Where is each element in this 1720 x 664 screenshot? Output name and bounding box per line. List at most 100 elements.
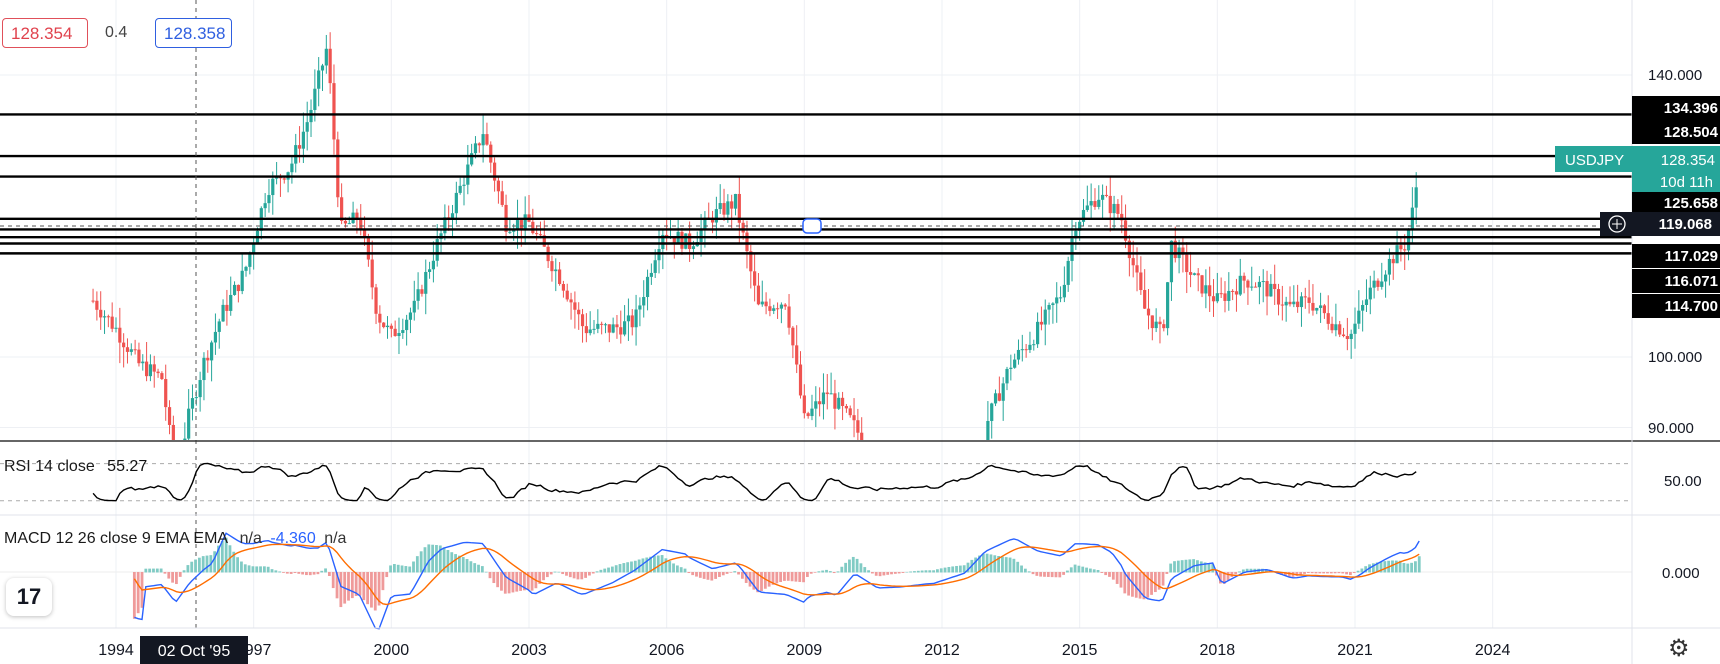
macd-histogram-bar [614,565,618,573]
candle-body [1345,336,1349,340]
candle-body [435,239,439,261]
candle-body [588,329,592,334]
macd-histogram-bar [1169,563,1173,573]
candle-body [1055,297,1059,304]
candle-body [1238,275,1242,295]
macd-histogram-bar [1226,572,1230,581]
candle-body [840,397,845,407]
ask-price-box[interactable]: 128.358 [155,18,232,48]
candle-body [542,235,546,247]
candle-body [359,219,363,229]
candle-body [95,300,99,310]
candle-body [1062,284,1066,298]
macd-histogram-bar [385,572,389,578]
macd-histogram-bar [1188,559,1192,573]
macd-histogram-bar [974,557,978,573]
candle-body [1399,245,1403,250]
tradingview-logo-icon[interactable]: 17 [6,578,52,616]
candle-body [1353,323,1357,334]
candle-body [305,122,309,132]
time-tick-label: 1994 [98,642,134,659]
macd-histogram-bar [1146,572,1150,598]
candle-body [397,333,401,337]
candle-body [378,313,382,323]
time-tick-label: 2012 [924,642,960,659]
candle-body [347,223,351,225]
macd-legend[interactable]: MACD 12 26 close 9 EMA EMA n/a -4.360 n/… [4,530,346,548]
level-label-box [1632,294,1720,318]
macd-histogram-bar [1142,572,1146,600]
candle-body [791,327,795,346]
candle-body [282,178,286,180]
candle-body [1158,321,1162,325]
candle-body [462,184,466,186]
macd-histogram-bar [828,571,832,573]
macd-histogram-bar [1138,572,1142,599]
candle-body [91,300,95,302]
macd-histogram-bar [549,572,553,575]
candle-body [213,331,218,343]
macd-histogram-bar [519,572,522,591]
macd-histogram-bar [545,572,549,578]
candle-body [1231,290,1235,292]
macd-histogram-bar [1356,570,1360,573]
macd-histogram-bar [936,569,939,573]
macd-histogram-bar [656,555,660,573]
macd-histogram-bar [297,572,301,574]
macd-histogram-bar [511,572,515,593]
candle-body [424,271,428,294]
candle-body [1196,273,1200,276]
macd-histogram-bar [1203,562,1207,573]
macd-histogram-bar [366,572,370,605]
macd-histogram-bar [354,572,358,596]
candle-body [340,197,344,221]
macd-histogram-bar [408,566,412,573]
macd-histogram-bar [714,572,718,579]
macd-histogram-bar [1046,572,1050,577]
macd-histogram-bar [675,565,679,573]
macd-histogram-bar [1069,567,1073,573]
candle-body [512,230,516,232]
macd-histogram-bar [350,572,354,599]
gear-icon[interactable]: ⚙ [1668,635,1690,662]
crosshair-price-text: 119.068 [1659,216,1712,233]
candle-body [500,191,504,205]
macd-histogram-bar [1394,560,1398,573]
macd-histogram-bar [752,572,756,590]
candle-body [1116,203,1120,214]
macd-histogram-bar [802,572,805,583]
macd-histogram-bar [289,572,293,574]
candle-body [722,203,726,215]
candle-body [1051,303,1055,306]
macd-histogram-bar [1306,572,1310,573]
macd-histogram-bar [324,568,327,573]
rsi-legend[interactable]: RSI 14 close 55.27 [4,458,147,476]
level-label-box [1632,96,1720,120]
macd-title: MACD 12 26 close 9 EMA EMA [4,530,228,547]
macd-histogram-bar [1326,572,1329,574]
macd-histogram-bar [301,572,305,575]
macd-histogram-bar [458,555,461,573]
price-tick-label: 140.000 [1648,67,1702,84]
macd-histogram-bar [924,570,928,573]
macd-histogram-bar [492,572,496,584]
macd-histogram-bar [152,568,155,573]
time-tick-label: 2003 [511,642,547,659]
macd-histogram-bar [220,541,224,573]
candle-body [171,424,175,440]
macd-histogram-bar [775,572,779,584]
bid-price-box[interactable]: 128.354 [2,18,88,48]
price-tick-label: 100.000 [1648,349,1702,366]
macd-histogram-bar [339,572,343,608]
macd-histogram-bar [496,572,500,588]
macd-histogram-bar [1008,557,1012,573]
candle-body [1376,280,1380,287]
candle-body [1005,368,1009,384]
macd-histogram-bar [729,572,733,573]
macd-histogram-bar [327,572,331,576]
macd-histogram-bar [480,566,484,573]
candle-body [1028,344,1032,350]
candle-body [1047,305,1051,310]
macd-histogram-bar [400,565,404,573]
